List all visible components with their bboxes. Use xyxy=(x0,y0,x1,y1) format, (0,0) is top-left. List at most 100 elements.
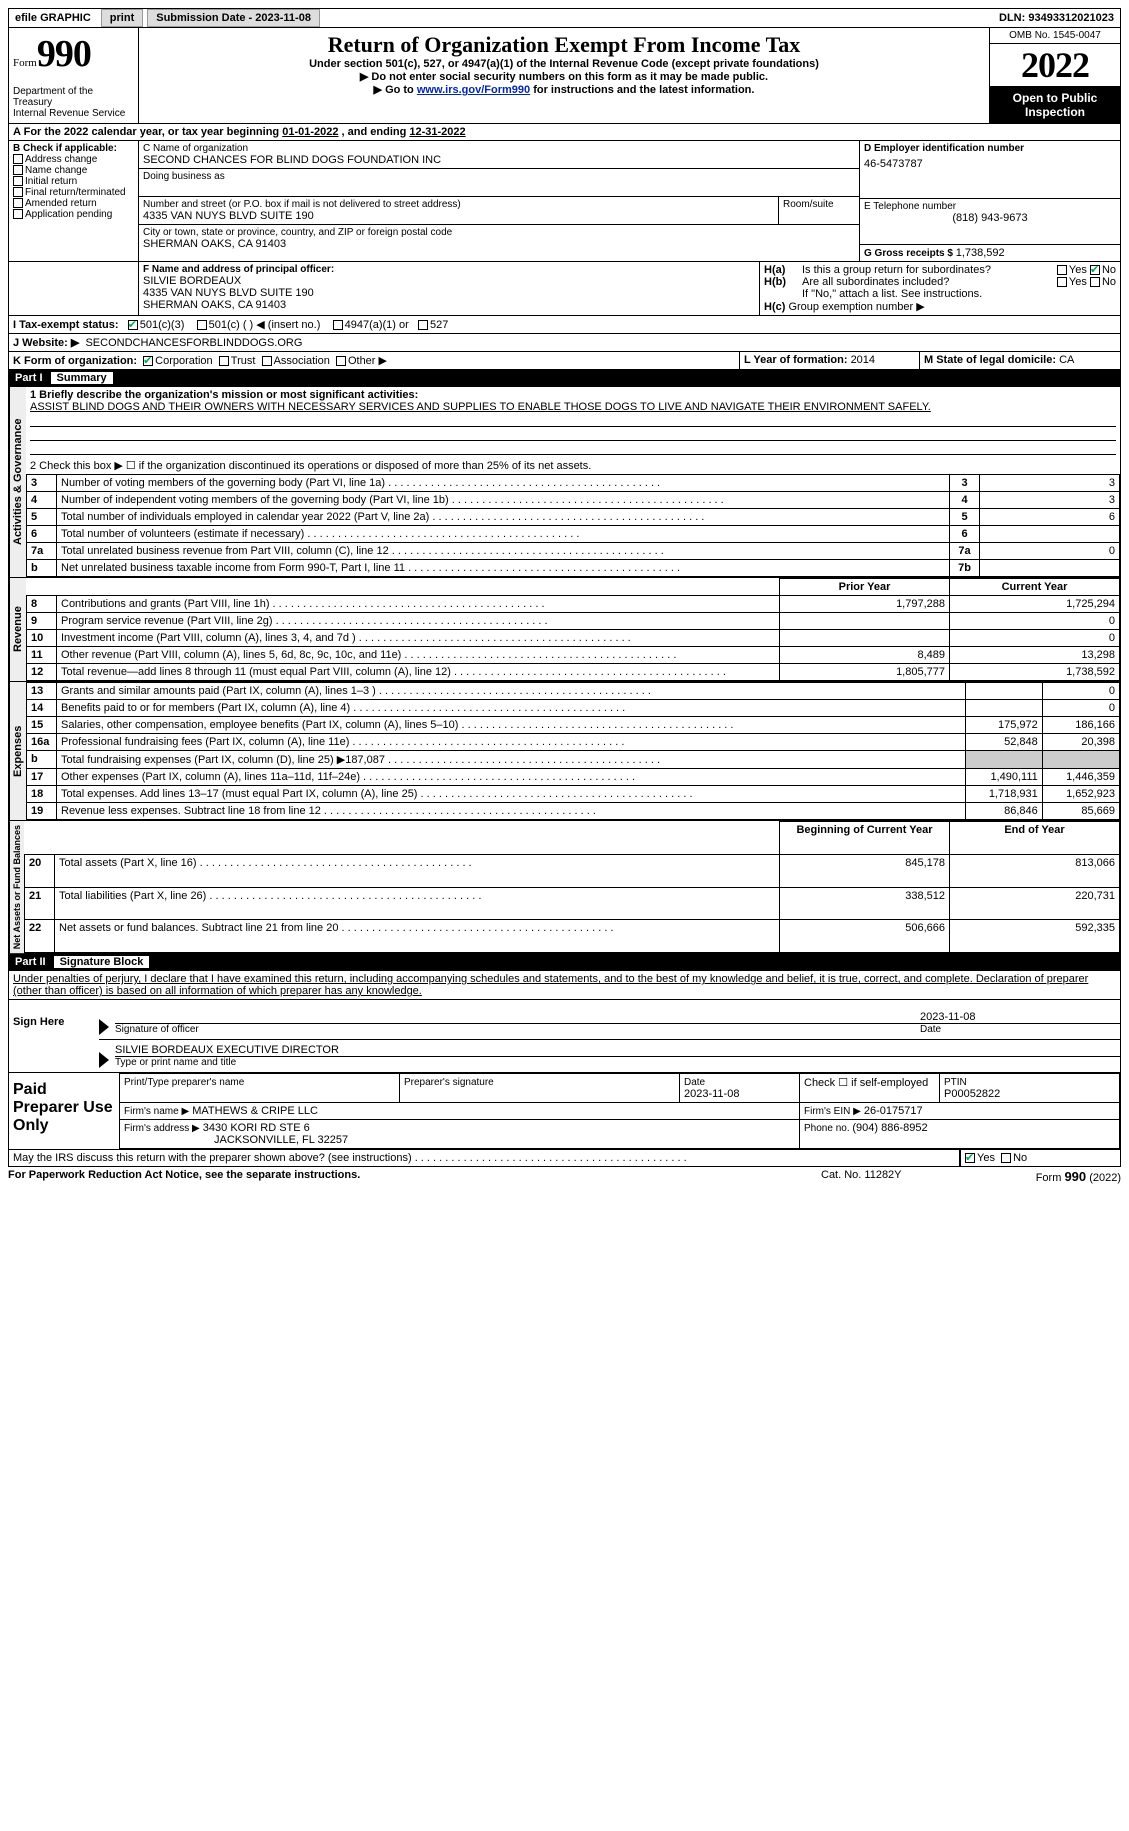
c-name-label: C Name of organization xyxy=(143,143,855,154)
hb-note: If "No," attach a list. See instructions… xyxy=(764,288,1116,300)
entity-block: B Check if applicable: Address changeNam… xyxy=(8,141,1121,262)
vlabel-netassets: Net Assets or Fund Balances xyxy=(9,821,24,953)
phone-label: E Telephone number xyxy=(864,201,1116,212)
submission-date: Submission Date - 2023-11-08 xyxy=(147,9,320,27)
note-ssn: ▶ Do not enter social security numbers o… xyxy=(147,70,981,83)
arrow-icon xyxy=(99,1052,109,1068)
tax-status-row: I Tax-exempt status: 501(c)(3) 501(c) ( … xyxy=(8,316,1121,334)
netassets-block: Net Assets or Fund Balances Beginning of… xyxy=(8,821,1121,954)
table-row: 16aProfessional fundraising fees (Part I… xyxy=(27,734,1120,751)
gross-label: G Gross receipts $ xyxy=(864,248,956,259)
efile-label: efile GRAPHIC xyxy=(9,10,97,26)
dept-label: Department of the Treasury Internal Reve… xyxy=(13,86,134,119)
checkbox-option: Initial return xyxy=(13,176,134,187)
open-to-public: Open to Public Inspection xyxy=(990,87,1120,123)
part1-body: Activities & Governance 1 Briefly descri… xyxy=(8,387,1121,578)
checkbox-option: Name change xyxy=(13,165,134,176)
box-b-label: B Check if applicable: xyxy=(13,143,134,154)
officer-addr1: 4335 VAN NUYS BLVD SUITE 190 xyxy=(143,287,755,299)
q1-label: 1 Briefly describe the organization's mi… xyxy=(30,389,1116,401)
checkbox-option: Address change xyxy=(13,154,134,165)
period-row: A For the 2022 calendar year, or tax yea… xyxy=(8,124,1121,141)
form-title: Return of Organization Exempt From Incom… xyxy=(147,32,981,58)
checkbox-option: Application pending xyxy=(13,209,134,220)
table-row: 11Other revenue (Part VIII, column (A), … xyxy=(27,647,1120,664)
form-number: Form990 xyxy=(13,32,134,76)
hc-label: Group exemption number ▶ xyxy=(788,301,924,313)
irs-link[interactable]: www.irs.gov/Form990 xyxy=(417,84,530,96)
paid-preparer-block: Paid Preparer Use Only Print/Type prepar… xyxy=(8,1073,1121,1150)
officer-name: SILVIE BORDEAUX xyxy=(143,275,755,287)
checkbox-option: Final return/terminated xyxy=(13,187,134,198)
ein-value: 46-5473787 xyxy=(864,154,1116,170)
omb-number: OMB No. 1545-0047 xyxy=(990,28,1120,44)
ha-label: Is this a group return for subordinates? xyxy=(802,264,1057,276)
website-row: J Website: ▶ SECONDCHANCESFORBLINDDOGS.O… xyxy=(8,334,1121,352)
vlabel-expenses: Expenses xyxy=(9,682,26,820)
dba-label: Doing business as xyxy=(143,171,855,182)
table-row: 17Other expenses (Part IX, column (A), l… xyxy=(27,769,1120,786)
table-row: 4Number of independent voting members of… xyxy=(27,492,1120,509)
date-label: Date xyxy=(920,1023,1120,1035)
table-row: 8Contributions and grants (Part VIII, li… xyxy=(27,596,1120,613)
form-subtitle: Under section 501(c), 527, or 4947(a)(1)… xyxy=(147,58,981,70)
print-button[interactable]: print xyxy=(101,9,143,27)
part1-header: Part ISummary xyxy=(8,370,1121,387)
table-row: bNet unrelated business taxable income f… xyxy=(27,560,1120,577)
sig-date: 2023-11-08 xyxy=(920,1011,1120,1023)
q2-label: 2 Check this box ▶ ☐ if the organization… xyxy=(26,457,1120,474)
website-value: SECONDCHANCESFORBLINDDOGS.ORG xyxy=(85,337,302,349)
table-row: 18Total expenses. Add lines 13–17 (must … xyxy=(27,786,1120,803)
table-row: 5Total number of individuals employed in… xyxy=(27,509,1120,526)
officer-addr2: SHERMAN OAKS, CA 91403 xyxy=(143,299,755,311)
phone-value: (818) 943-9673 xyxy=(864,212,1116,224)
print-label: Type or print name and title xyxy=(115,1056,1120,1068)
print-name: SILVIE BORDEAUX EXECUTIVE DIRECTOR xyxy=(115,1044,1120,1056)
table-row: 3Number of voting members of the governi… xyxy=(27,475,1120,492)
table-row: 13Grants and similar amounts paid (Part … xyxy=(27,683,1120,700)
table-row: 15Salaries, other compensation, employee… xyxy=(27,717,1120,734)
discuss-row: May the IRS discuss this return with the… xyxy=(8,1150,1121,1167)
table-row: 21Total liabilities (Part X, line 26)338… xyxy=(25,887,1120,920)
city-state-zip: SHERMAN OAKS, CA 91403 xyxy=(143,238,855,250)
table-row: 7aTotal unrelated business revenue from … xyxy=(27,543,1120,560)
dln: DLN: 93493312021023 xyxy=(993,10,1120,26)
tax-year: 2022 xyxy=(990,44,1120,87)
ein-label: D Employer identification number xyxy=(864,143,1116,154)
f-label: F Name and address of principal officer: xyxy=(143,264,755,275)
dba-value xyxy=(143,182,855,194)
org-form-row: K Form of organization: Corporation Trus… xyxy=(8,352,1121,370)
note-link: ▶ Go to www.irs.gov/Form990 for instruct… xyxy=(147,83,981,96)
table-row: 10Investment income (Part VIII, column (… xyxy=(27,630,1120,647)
table-row: 19Revenue less expenses. Subtract line 1… xyxy=(27,803,1120,820)
room-label: Room/suite xyxy=(783,199,855,210)
street-address: 4335 VAN NUYS BLVD SUITE 190 xyxy=(143,210,774,222)
table-row: 14Benefits paid to or for members (Part … xyxy=(27,700,1120,717)
sign-here-block: Sign Here Signature of officer 2023-11-0… xyxy=(8,1000,1121,1073)
table-row: 12Total revenue—add lines 8 through 11 (… xyxy=(27,664,1120,681)
table-row: bTotal fundraising expenses (Part IX, co… xyxy=(27,751,1120,769)
gross-value: 1,738,592 xyxy=(956,247,1005,259)
officer-block: F Name and address of principal officer:… xyxy=(8,262,1121,316)
part2-header: Part IISignature Block xyxy=(8,954,1121,971)
addr-label: Number and street (or P.O. box if mail i… xyxy=(143,199,774,210)
hb-label: Are all subordinates included? xyxy=(802,276,1057,288)
city-label: City or town, state or province, country… xyxy=(143,227,855,238)
paid-label: Paid Preparer Use Only xyxy=(9,1073,119,1149)
table-row: 9Program service revenue (Part VIII, lin… xyxy=(27,613,1120,630)
topbar: efile GRAPHIC print Submission Date - 20… xyxy=(8,8,1121,28)
org-name: SECOND CHANCES FOR BLIND DOGS FOUNDATION… xyxy=(143,154,855,166)
sig-officer-label: Signature of officer xyxy=(115,1023,920,1035)
vlabel-revenue: Revenue xyxy=(9,578,26,681)
revenue-block: Revenue Prior YearCurrent Year8Contribut… xyxy=(8,578,1121,682)
table-row: 22Net assets or fund balances. Subtract … xyxy=(25,920,1120,953)
vlabel-activities: Activities & Governance xyxy=(9,387,26,577)
arrow-icon xyxy=(99,1019,109,1035)
footer: For Paperwork Reduction Act Notice, see … xyxy=(8,1167,1121,1186)
checkbox-option: Amended return xyxy=(13,198,134,209)
form-header: Form990 Department of the Treasury Inter… xyxy=(8,28,1121,124)
mission-text: ASSIST BLIND DOGS AND THEIR OWNERS WITH … xyxy=(30,401,1116,413)
sign-here-label: Sign Here xyxy=(9,1000,99,1072)
declaration: Under penalties of perjury, I declare th… xyxy=(8,971,1121,1000)
table-row: 6Total number of volunteers (estimate if… xyxy=(27,526,1120,543)
